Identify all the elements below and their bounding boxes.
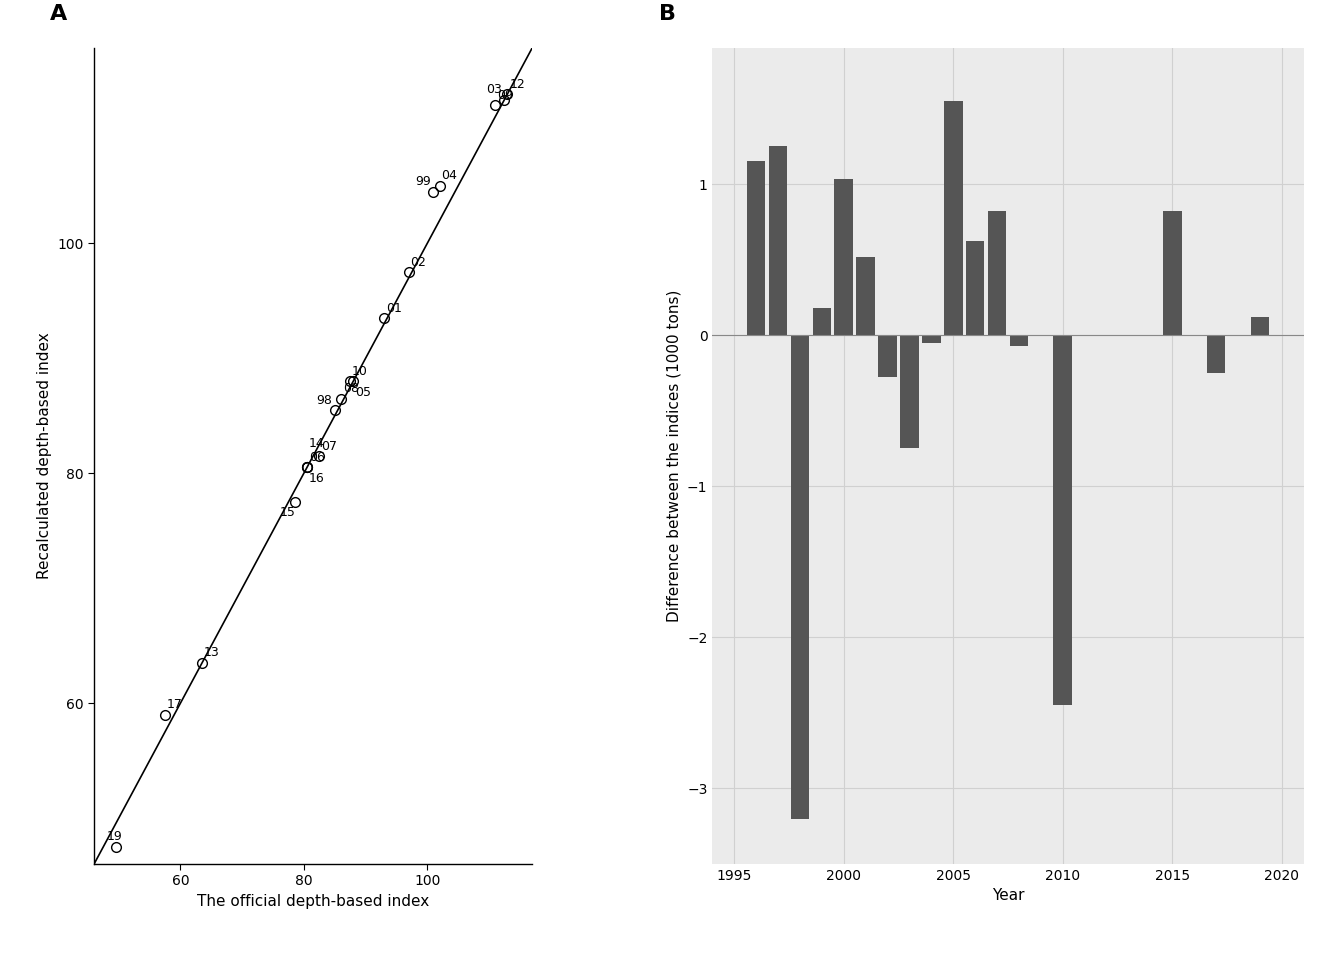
- Bar: [1009, 335, 1028, 346]
- Text: 09: 09: [497, 89, 513, 102]
- Text: A: A: [50, 4, 67, 23]
- Bar: [747, 161, 766, 335]
- Text: B: B: [659, 4, 676, 23]
- Bar: [1163, 211, 1181, 335]
- Bar: [900, 335, 919, 448]
- Text: 07: 07: [321, 440, 337, 452]
- Text: 14: 14: [309, 437, 324, 450]
- Y-axis label: Difference between the indices (1000 tons): Difference between the indices (1000 ton…: [667, 290, 681, 622]
- Text: 01: 01: [386, 301, 402, 315]
- Bar: [790, 335, 809, 819]
- Text: 08: 08: [343, 382, 359, 396]
- Bar: [1207, 335, 1226, 372]
- Text: 12: 12: [509, 78, 526, 90]
- Bar: [922, 335, 941, 343]
- Text: 19: 19: [106, 830, 122, 843]
- Text: 99: 99: [415, 176, 430, 188]
- Text: 10: 10: [352, 365, 368, 378]
- Bar: [835, 180, 853, 335]
- Text: 13: 13: [204, 646, 219, 660]
- Text: 17: 17: [167, 698, 183, 711]
- Bar: [988, 211, 1007, 335]
- X-axis label: The official depth-based index: The official depth-based index: [198, 894, 429, 909]
- Text: 04: 04: [441, 170, 457, 182]
- Bar: [943, 101, 962, 335]
- X-axis label: Year: Year: [992, 888, 1024, 903]
- Text: 02: 02: [411, 255, 426, 269]
- Bar: [769, 146, 788, 335]
- Bar: [966, 241, 984, 335]
- Bar: [856, 256, 875, 335]
- Text: 15: 15: [280, 506, 296, 519]
- Text: 03: 03: [487, 84, 501, 96]
- Text: 06: 06: [309, 451, 325, 464]
- Bar: [878, 335, 896, 377]
- Bar: [1054, 335, 1073, 706]
- Bar: [1250, 317, 1269, 335]
- Text: 98: 98: [316, 394, 332, 407]
- Text: 05: 05: [355, 386, 371, 398]
- Bar: [813, 308, 831, 335]
- Y-axis label: Recalculated depth-based index: Recalculated depth-based index: [36, 332, 51, 580]
- Text: 16: 16: [309, 471, 324, 485]
